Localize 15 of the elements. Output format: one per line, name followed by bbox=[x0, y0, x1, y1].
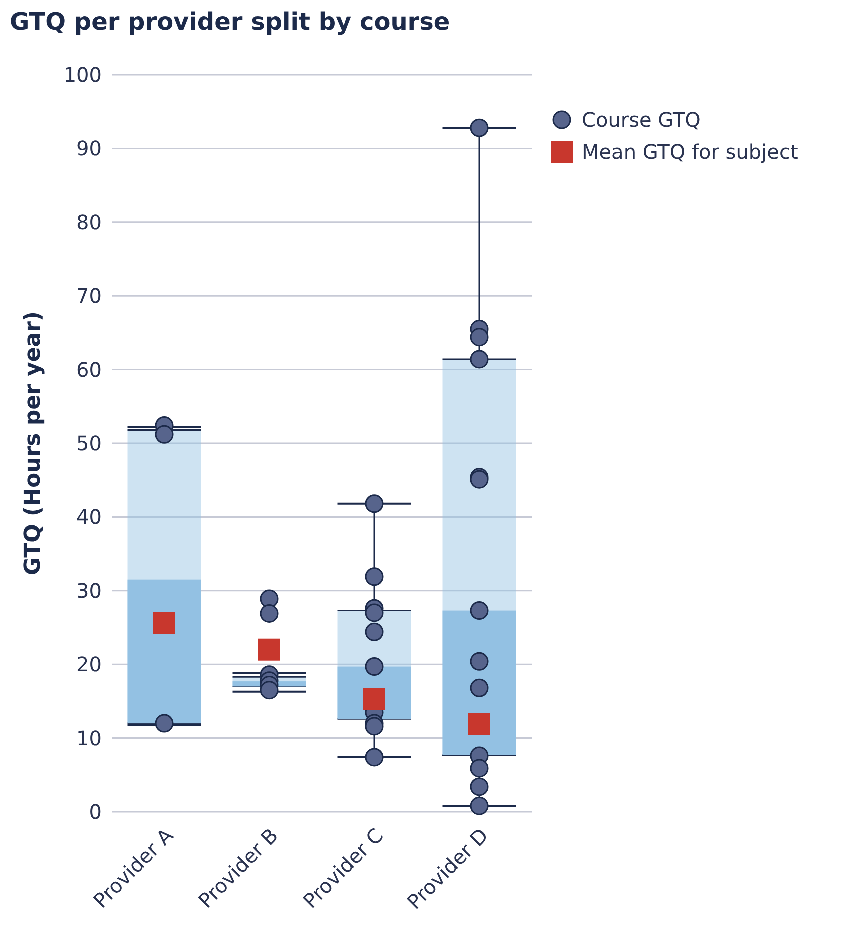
y-tick-label: 70 bbox=[76, 284, 102, 308]
y-tick-label: 10 bbox=[76, 726, 102, 750]
y-tick-label: 20 bbox=[76, 652, 102, 677]
y-tick-label: 60 bbox=[76, 358, 102, 382]
y-tick-label: 100 bbox=[64, 63, 102, 87]
y-tick-label: 50 bbox=[76, 432, 102, 456]
y-tick-label: 90 bbox=[76, 136, 102, 161]
legend-label: Course GTQ bbox=[582, 108, 701, 132]
y-tick-label: 30 bbox=[76, 578, 102, 603]
y-tick-label: 0 bbox=[89, 800, 102, 824]
chart-title: GTQ per provider split by course bbox=[10, 8, 450, 36]
y-tick-label: 80 bbox=[76, 210, 102, 234]
legend-label: Mean GTQ for subject bbox=[582, 140, 798, 164]
y-tick-label: 40 bbox=[76, 505, 102, 530]
y-axis-title: GTQ (Hours per year) bbox=[21, 311, 46, 576]
